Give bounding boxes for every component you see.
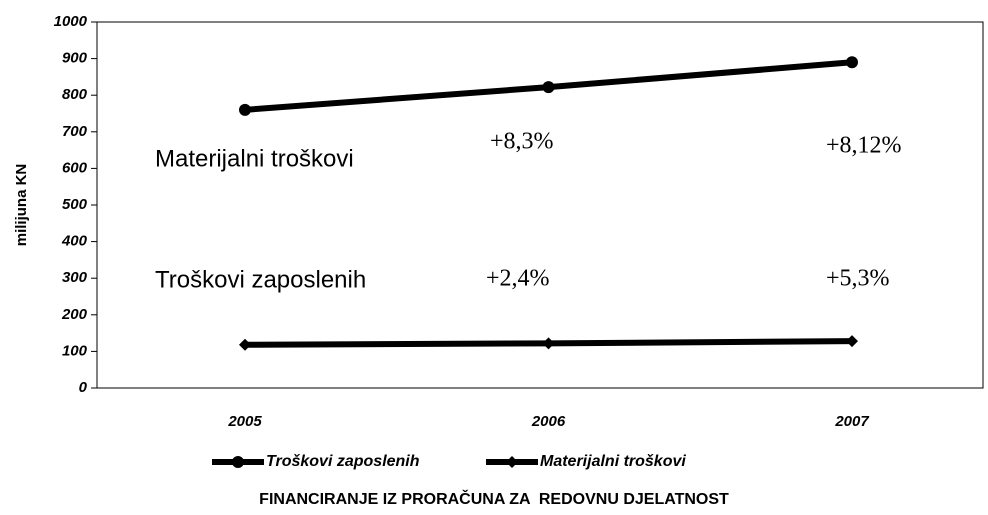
annotation: +8,12% [826,133,902,159]
chart-title: FINANCIRANJE IZ PRORAČUNA ZA REDOVNU DJE… [259,489,729,508]
y-tick-label: 900 [62,50,88,67]
annotation: +8,3% [490,129,554,155]
point [239,338,251,351]
y-tick-label: 500 [62,196,88,213]
annotation: +2,4% [486,266,550,292]
y-tick-label: 600 [62,159,88,176]
legend-marker [506,456,518,468]
point [846,335,858,348]
annotation: Materijalni troškovi [155,145,354,172]
y-tick-label: 700 [62,123,88,140]
annotation: +5,3% [826,266,890,292]
y-tick-label: 800 [62,86,88,103]
plot-frame [96,21,984,389]
x-tick-label: 2006 [531,413,566,430]
y-tick-label: 0 [79,379,88,396]
point [239,103,251,116]
legend-label: Materijalni troškovi [540,453,686,470]
y-tick-label: 400 [61,233,88,250]
point [846,56,858,69]
annotation: Troškovi zaposlenih [155,266,366,293]
point [542,337,555,350]
y-axis-label: milijuna KN [13,164,30,247]
legend-marker [232,456,244,468]
legend-label: Troškovi zaposlenih [266,453,420,470]
point [542,81,555,94]
x-tick-label: 2007 [834,413,869,430]
y-tick-label: 300 [62,269,88,286]
y-tick-label: 100 [62,342,88,359]
y-tick-label: 1000 [54,13,88,30]
x-tick-label: 2005 [227,413,262,430]
y-tick-label: 200 [61,306,88,323]
